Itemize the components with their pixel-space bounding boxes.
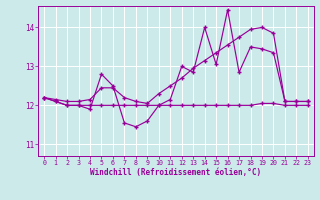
X-axis label: Windchill (Refroidissement éolien,°C): Windchill (Refroidissement éolien,°C) — [91, 168, 261, 177]
